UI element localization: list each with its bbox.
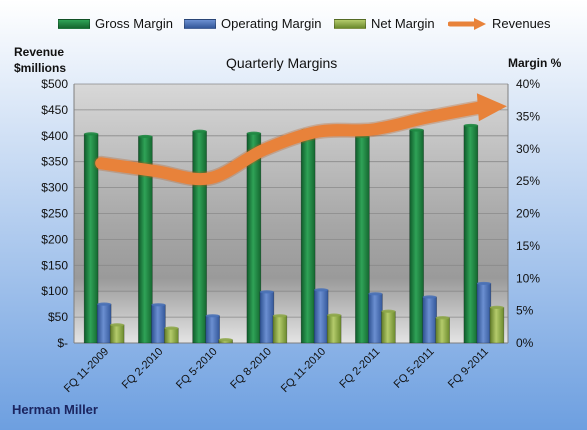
- y-left-tick: $150: [41, 258, 68, 272]
- bar-gross-margin: [300, 129, 316, 344]
- legend-label-gross: Gross Margin: [95, 16, 174, 31]
- bar-top-gross-margin: [409, 128, 424, 132]
- bar-top-gross-margin: [246, 131, 261, 135]
- bar-top-net-margin: [218, 338, 233, 342]
- legend-label-operating: Operating Margin: [221, 16, 322, 31]
- legend-item-gross-margin: Gross Margin: [58, 16, 173, 31]
- bar-top-net-margin: [272, 314, 287, 318]
- bar-top-net-margin: [327, 313, 342, 317]
- bar-operating-margin: [313, 289, 329, 344]
- bar-operating-margin: [96, 303, 112, 344]
- y-left-tick: $500: [41, 77, 68, 91]
- bar-top-gross-margin: [138, 134, 153, 139]
- bar-operating-margin: [205, 315, 220, 344]
- y-left-tick: $100: [41, 284, 68, 298]
- legend-swatch-net: [334, 18, 366, 29]
- bar-gross-margin: [463, 125, 479, 344]
- bar-top-operating-margin: [205, 314, 220, 318]
- revenue-arrowhead: [476, 93, 507, 122]
- bar-gross-margin: [192, 130, 207, 344]
- y-left-title-line1: Revenue: [14, 45, 65, 59]
- bar-operating-margin: [151, 304, 166, 344]
- y-right-axis-title: Margin %: [508, 56, 562, 70]
- y-right-tick: 30%: [516, 142, 540, 156]
- y-right-tick: 35%: [516, 109, 540, 123]
- y-left-tick: $300: [41, 181, 68, 195]
- chart-title: Quarterly Margins: [226, 55, 338, 71]
- bar-gross-margin: [409, 129, 424, 344]
- y-right-tick: 15%: [516, 239, 540, 253]
- bar-top-operating-margin: [368, 292, 383, 296]
- company-name: Herman Miller: [12, 402, 98, 417]
- bar-net-margin: [489, 307, 505, 344]
- bar-top-net-margin: [435, 316, 450, 320]
- bar-net-margin: [272, 315, 288, 344]
- y-left-tick: $50: [48, 310, 68, 324]
- y-right-tick: 40%: [516, 77, 540, 91]
- legend-item-net-margin: Net Margin: [334, 16, 435, 31]
- bar-net-margin: [435, 317, 450, 344]
- legend-arrow-icon: [448, 17, 486, 30]
- y-left-tick: $250: [41, 207, 68, 221]
- bar-top-net-margin: [110, 323, 125, 327]
- legend-item-operating-margin: Operating Margin: [184, 16, 321, 31]
- bar-top-operating-margin: [97, 302, 112, 306]
- bar-operating-margin: [476, 283, 492, 344]
- bar-top-gross-margin: [463, 123, 478, 128]
- y-right-tick: 25%: [516, 174, 540, 188]
- legend-swatch-operating: [184, 18, 216, 29]
- bar-operating-margin: [368, 293, 383, 344]
- bar-operating-margin: [259, 291, 275, 344]
- y-right-tick: 0%: [516, 336, 534, 350]
- y-left-tick: $350: [41, 155, 68, 169]
- bar-net-margin: [164, 327, 179, 344]
- bar-net-margin: [109, 324, 125, 344]
- bar-gross-margin: [355, 136, 370, 344]
- bar-net-margin: [326, 314, 342, 344]
- legend: Gross Margin Operating Margin Net Margin…: [0, 16, 587, 36]
- bar-operating-margin: [422, 296, 437, 344]
- y-left-tick: $-: [57, 336, 68, 350]
- y-right-tick: 20%: [516, 207, 540, 221]
- y-right-tick: 5%: [516, 304, 534, 318]
- bar-top-gross-margin: [84, 132, 99, 136]
- legend-item-revenues: Revenues: [448, 16, 551, 31]
- bar-top-operating-margin: [259, 290, 274, 294]
- y-left-tick: $450: [41, 103, 68, 117]
- bar-top-net-margin: [489, 305, 504, 309]
- bar-top-operating-margin: [151, 303, 166, 307]
- y-left-tick: $200: [41, 232, 68, 246]
- legend-label-revenues: Revenues: [492, 16, 551, 31]
- bar-top-gross-margin: [192, 129, 207, 133]
- y-left-tick: $400: [41, 129, 68, 143]
- legend-swatch-gross: [58, 18, 90, 29]
- legend-label-net: Net Margin: [371, 16, 435, 31]
- bar-net-margin: [381, 310, 396, 344]
- y-left-axis-title: Revenue $millions: [14, 44, 66, 76]
- bar-top-net-margin: [381, 309, 396, 313]
- bar-top-net-margin: [164, 326, 179, 330]
- bar-top-operating-margin: [422, 295, 437, 299]
- revenue-line: [95, 101, 487, 186]
- bar-top-operating-margin: [476, 281, 491, 286]
- bar-top-operating-margin: [314, 288, 329, 292]
- y-right-tick: 10%: [516, 271, 540, 285]
- y-left-title-line2: $millions: [14, 61, 67, 75]
